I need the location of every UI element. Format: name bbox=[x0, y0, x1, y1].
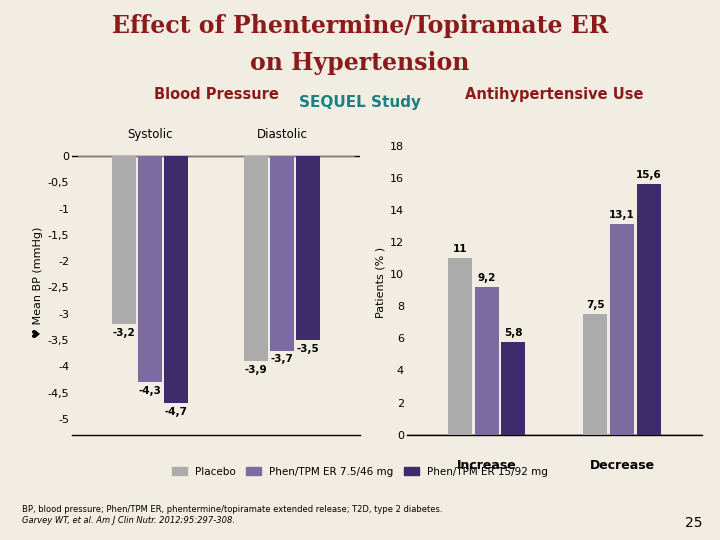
Text: 5,8: 5,8 bbox=[504, 328, 523, 338]
Bar bbox=[270, 156, 294, 350]
Text: -3,9: -3,9 bbox=[245, 364, 267, 375]
Text: 7,5: 7,5 bbox=[586, 300, 605, 310]
Bar bbox=[501, 342, 526, 435]
Bar bbox=[636, 184, 661, 435]
Legend: Placebo, Phen/TPM ER 7.5/46 mg, Phen/TPM ER 15/92 mg: Placebo, Phen/TPM ER 7.5/46 mg, Phen/TPM… bbox=[168, 462, 552, 481]
Bar bbox=[583, 314, 608, 435]
Text: Decrease: Decrease bbox=[590, 459, 654, 472]
Title: Antihypertensive Use: Antihypertensive Use bbox=[465, 87, 644, 102]
Text: 25: 25 bbox=[685, 516, 702, 530]
Bar bbox=[610, 224, 634, 435]
Bar bbox=[448, 258, 472, 435]
Text: Garvey WT, et al. Am J Clin Nutr. 2012;95:297-308.: Garvey WT, et al. Am J Clin Nutr. 2012;9… bbox=[22, 516, 235, 525]
Y-axis label: Patients (% ): Patients (% ) bbox=[376, 247, 386, 318]
Title: Blood Pressure: Blood Pressure bbox=[153, 87, 279, 102]
Y-axis label: ♥ Mean BP (mmHg): ♥ Mean BP (mmHg) bbox=[33, 226, 43, 338]
Text: -3,5: -3,5 bbox=[297, 343, 320, 354]
Bar bbox=[112, 156, 135, 324]
Text: Diastolic: Diastolic bbox=[256, 128, 307, 141]
Text: Increase: Increase bbox=[457, 459, 517, 472]
Text: Effect of Phentermine/Topiramate ER: Effect of Phentermine/Topiramate ER bbox=[112, 14, 608, 37]
Bar bbox=[138, 156, 162, 382]
Text: on Hypertension: on Hypertension bbox=[251, 51, 469, 75]
Text: 13,1: 13,1 bbox=[609, 210, 635, 220]
Bar bbox=[474, 287, 499, 435]
Bar bbox=[164, 156, 188, 403]
Text: -4,7: -4,7 bbox=[164, 407, 187, 417]
Text: -3,7: -3,7 bbox=[271, 354, 294, 364]
Text: 15,6: 15,6 bbox=[636, 170, 662, 180]
Text: 9,2: 9,2 bbox=[477, 273, 496, 283]
Text: SEQUEL Study: SEQUEL Study bbox=[299, 94, 421, 110]
Text: 11: 11 bbox=[453, 244, 467, 254]
Text: BP, blood pressure; Phen/TPM ER, phentermine/topiramate extended release; T2D, t: BP, blood pressure; Phen/TPM ER, phenter… bbox=[22, 505, 442, 514]
Text: -3,2: -3,2 bbox=[112, 328, 135, 338]
Bar bbox=[297, 156, 320, 340]
Bar bbox=[244, 156, 268, 361]
Text: Systolic: Systolic bbox=[127, 128, 173, 141]
Text: -4,3: -4,3 bbox=[138, 386, 161, 396]
